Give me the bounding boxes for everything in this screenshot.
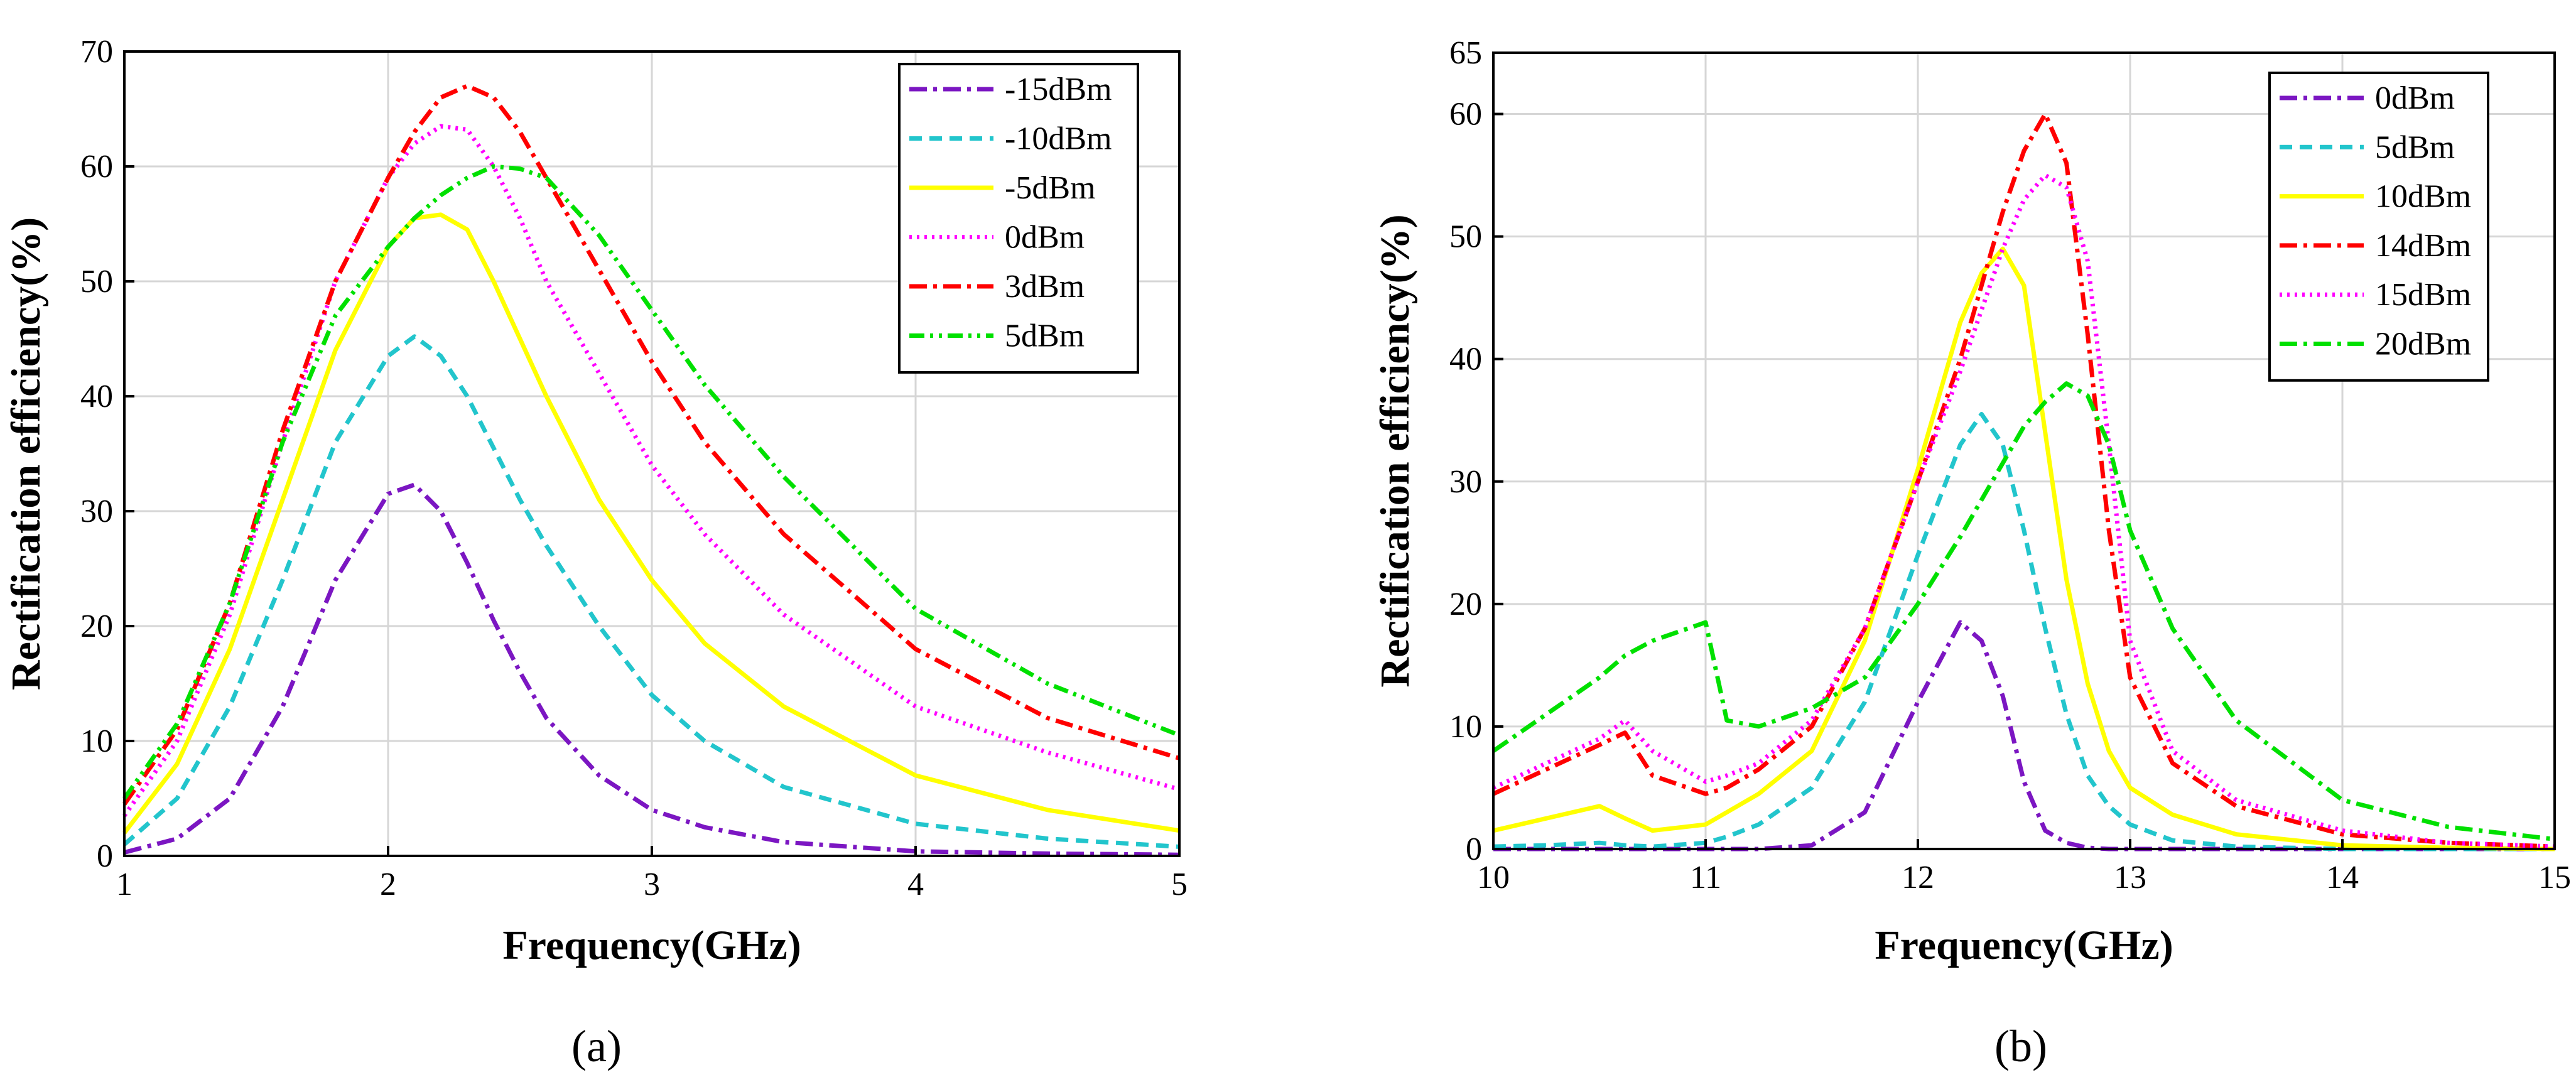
- legend-label: 0dBm: [2375, 80, 2455, 116]
- series-line-5dBm: [1493, 412, 2555, 852]
- legend: 0dBm 5dBm 10dBm 14dBm 15dBm 20dBm: [2268, 72, 2489, 382]
- legend-label: 5dBm: [1005, 318, 1085, 354]
- legend-label: 10dBm: [2375, 179, 2471, 215]
- x-tick-label: 4: [907, 867, 924, 902]
- series-line--10dBm: [122, 334, 1180, 849]
- legend-label: 15dBm: [2375, 277, 2471, 313]
- y-tick-label: 10: [80, 723, 113, 759]
- y-tick-label: 60: [1449, 97, 1482, 132]
- y-tick-label: 10: [1449, 709, 1482, 745]
- x-tick-label: 10: [1477, 860, 1510, 895]
- y-axis-title: Rectification efficiency(%): [3, 217, 49, 690]
- x-tick-label: 11: [1690, 860, 1721, 895]
- legend-box: [898, 63, 1139, 374]
- chart-panel-b: 10 11 12 13 14 15010203040506065Frequency(GHz…: [1372, 35, 2571, 1071]
- y-tick-label: 50: [80, 264, 113, 300]
- y-tick-label: 30: [1449, 464, 1482, 500]
- y-tick-label: 40: [80, 379, 113, 414]
- y-tick-label: 50: [1449, 219, 1482, 255]
- series-line-20dBm: [1492, 381, 2555, 841]
- series-line--15dBm: [124, 482, 1180, 857]
- series-line-10dBm: [1493, 246, 2555, 852]
- series-line-5dBm: [122, 164, 1181, 800]
- x-tick-label: 3: [644, 867, 660, 902]
- series-line-3dBm: [122, 84, 1181, 806]
- y-tick-label: 60: [80, 149, 113, 185]
- legend-label: 5dBm: [2375, 129, 2455, 165]
- legend-label: -10dBm: [1005, 121, 1112, 157]
- chart-panel-a: 1 2 3 4 5010203040506070Frequency(GHz)Rectif…: [3, 34, 1188, 1071]
- x-tick-label: 5: [1171, 867, 1188, 902]
- x-tick-label: 1: [116, 867, 133, 902]
- x-tick-label: 15: [2538, 860, 2571, 895]
- x-tick-label: 12: [1902, 860, 1934, 895]
- y-tick-label: 20: [80, 608, 113, 644]
- y-tick-label: 30: [80, 494, 113, 529]
- x-tick-label: 14: [2326, 860, 2359, 895]
- legend-label: 0dBm: [1005, 220, 1085, 256]
- panel-label: (b): [1994, 1021, 2047, 1071]
- series-line-15dBm: [1492, 173, 2555, 849]
- y-tick-label: 70: [80, 34, 113, 70]
- legend-label: 20dBm: [2375, 327, 2471, 362]
- x-axis-title: Frequency(GHz): [502, 922, 801, 968]
- series-line--5dBm: [122, 212, 1180, 835]
- panel-label: (a): [571, 1021, 622, 1071]
- legend-label: 14dBm: [2375, 228, 2471, 264]
- legend-box: [2268, 72, 2489, 382]
- legend-label: 3dBm: [1005, 269, 1085, 305]
- x-tick-label: 2: [380, 867, 396, 902]
- y-tick-label: 65: [1449, 35, 1482, 71]
- y-tick-label: 40: [1449, 342, 1482, 377]
- y-tick-label: 20: [1449, 587, 1482, 622]
- legend-label: -5dBm: [1005, 170, 1095, 206]
- plot-frame: [1492, 51, 2556, 850]
- y-tick-label: 0: [1466, 831, 1482, 867]
- y-tick-label: 0: [97, 838, 113, 874]
- y-axis-title: Rectification efficiency(%): [1372, 214, 1418, 687]
- legend: -15dBm -10dBm -5dBm 0dBm 3dBm 5dBm: [898, 63, 1139, 374]
- series-line-14dBm: [1492, 112, 2555, 849]
- legend-label: -15dBm: [1005, 72, 1112, 107]
- x-axis-title: Frequency(GHz): [1875, 922, 2173, 968]
- x-tick-label: 13: [2114, 860, 2146, 895]
